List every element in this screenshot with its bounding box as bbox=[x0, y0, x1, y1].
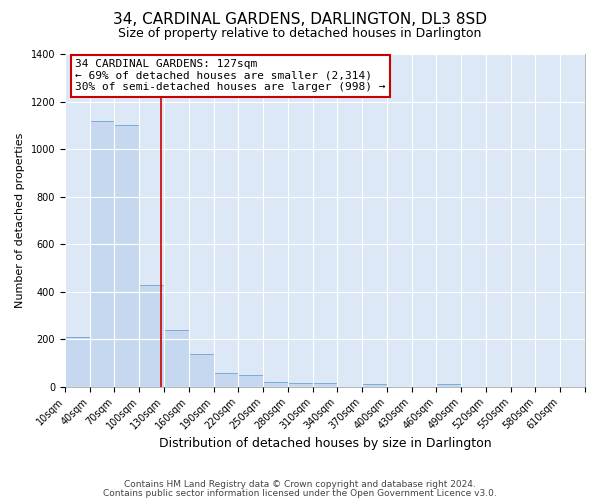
Bar bbox=[189, 354, 214, 387]
Bar bbox=[313, 383, 337, 387]
Bar bbox=[139, 284, 164, 387]
Bar bbox=[288, 383, 313, 387]
Y-axis label: Number of detached properties: Number of detached properties bbox=[15, 132, 25, 308]
Bar bbox=[362, 384, 387, 387]
Bar bbox=[115, 126, 139, 387]
Bar bbox=[436, 384, 461, 387]
Text: Contains HM Land Registry data © Crown copyright and database right 2024.: Contains HM Land Registry data © Crown c… bbox=[124, 480, 476, 489]
Text: Contains public sector information licensed under the Open Government Licence v3: Contains public sector information licen… bbox=[103, 488, 497, 498]
Text: 34 CARDINAL GARDENS: 127sqm
← 69% of detached houses are smaller (2,314)
30% of : 34 CARDINAL GARDENS: 127sqm ← 69% of det… bbox=[76, 59, 386, 92]
X-axis label: Distribution of detached houses by size in Darlington: Distribution of detached houses by size … bbox=[158, 437, 491, 450]
Bar bbox=[65, 337, 89, 387]
Bar bbox=[164, 330, 189, 387]
Bar bbox=[214, 372, 238, 387]
Text: 34, CARDINAL GARDENS, DARLINGTON, DL3 8SD: 34, CARDINAL GARDENS, DARLINGTON, DL3 8S… bbox=[113, 12, 487, 28]
Bar bbox=[263, 382, 288, 387]
Bar bbox=[238, 376, 263, 387]
Bar bbox=[89, 120, 115, 387]
Text: Size of property relative to detached houses in Darlington: Size of property relative to detached ho… bbox=[118, 28, 482, 40]
